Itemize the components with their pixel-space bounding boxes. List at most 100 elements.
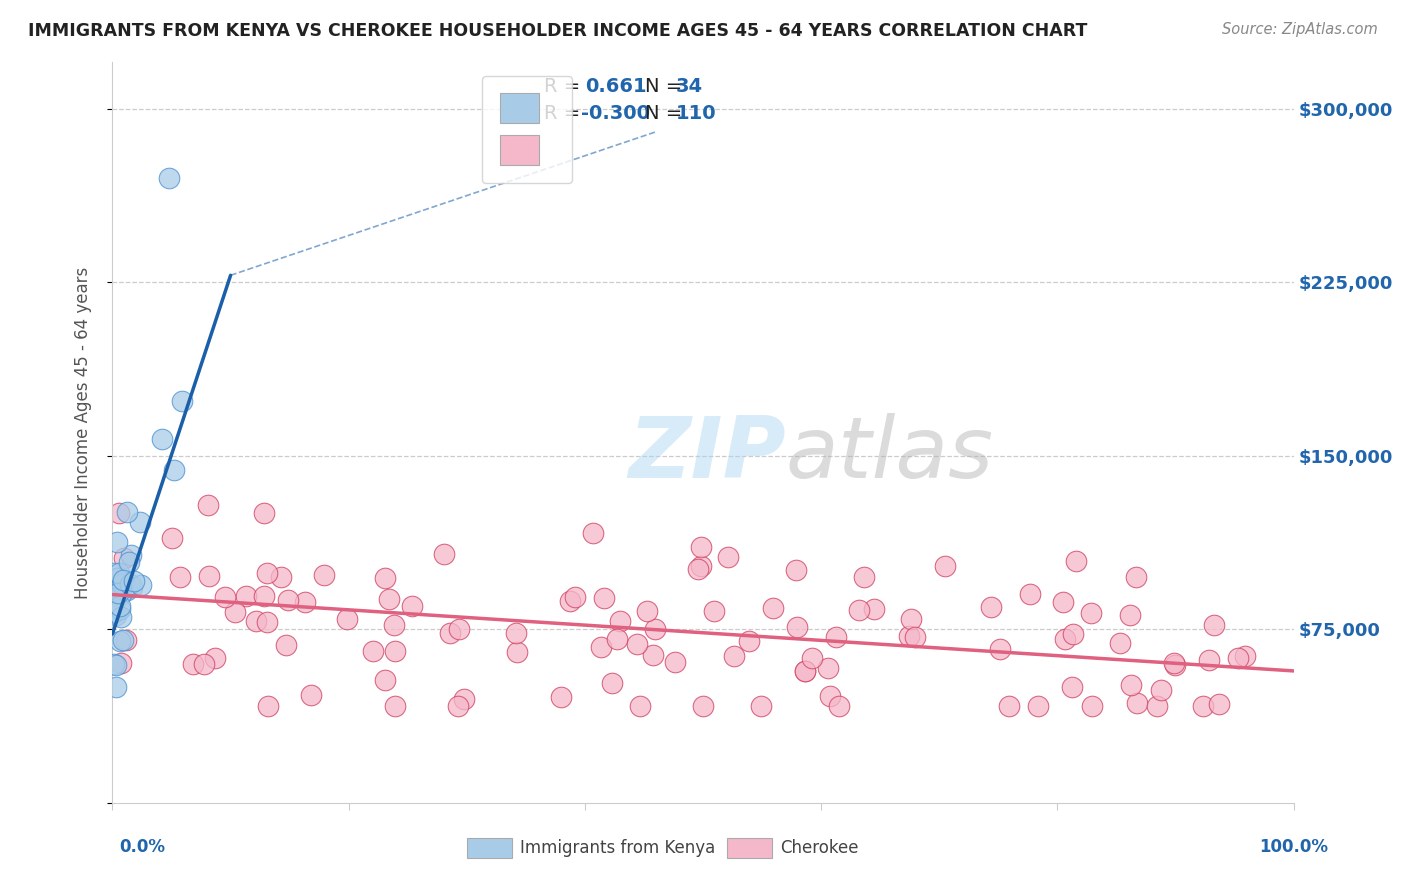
- Point: [817, 661, 839, 675]
- Point: [1109, 636, 1132, 650]
- Point: [108, 634, 131, 648]
- Point: [690, 559, 713, 574]
- Bar: [727, 838, 772, 858]
- Point: [104, 608, 127, 623]
- Point: [118, 555, 141, 569]
- Point: [980, 600, 1002, 615]
- Point: [1208, 697, 1230, 711]
- Point: [115, 505, 138, 519]
- Point: [110, 587, 132, 601]
- Point: [312, 568, 335, 582]
- Point: [181, 657, 204, 671]
- Point: [112, 550, 135, 565]
- Point: [801, 650, 824, 665]
- Point: [107, 586, 129, 600]
- Text: -0.300: -0.300: [581, 103, 651, 123]
- Point: [157, 171, 180, 186]
- Point: [197, 499, 219, 513]
- Point: [245, 614, 267, 628]
- Point: [1018, 587, 1040, 601]
- Point: [900, 612, 922, 626]
- Point: [299, 688, 322, 702]
- Text: ZIP: ZIP: [628, 413, 786, 496]
- Point: [129, 578, 152, 592]
- Point: [439, 626, 461, 640]
- Point: [644, 622, 666, 636]
- Point: [749, 698, 772, 713]
- Point: [108, 602, 131, 616]
- Point: [609, 614, 631, 628]
- Point: [122, 574, 145, 589]
- Point: [786, 620, 808, 634]
- Point: [785, 562, 807, 576]
- Point: [294, 595, 316, 609]
- Point: [374, 673, 396, 687]
- Point: [1126, 696, 1149, 710]
- Text: 0.661: 0.661: [585, 77, 647, 96]
- Point: [253, 506, 276, 520]
- Point: [104, 657, 127, 672]
- Point: [988, 641, 1011, 656]
- Point: [105, 535, 128, 549]
- Point: [1192, 698, 1215, 713]
- Point: [447, 623, 470, 637]
- Point: [664, 655, 686, 669]
- Point: [1227, 650, 1250, 665]
- Point: [818, 690, 841, 704]
- Text: N =: N =: [645, 103, 682, 123]
- Point: [848, 602, 870, 616]
- Point: [107, 566, 129, 580]
- Point: [103, 606, 125, 620]
- Point: [111, 576, 134, 591]
- Point: [560, 593, 582, 607]
- Point: [111, 584, 134, 599]
- Point: [564, 590, 586, 604]
- Point: [1146, 698, 1168, 713]
- Point: [105, 571, 128, 585]
- Point: [794, 664, 817, 678]
- Point: [505, 625, 527, 640]
- Point: [643, 648, 665, 662]
- Point: [903, 630, 925, 644]
- Point: [110, 610, 132, 624]
- Point: [582, 525, 605, 540]
- Point: [689, 540, 711, 554]
- Point: [108, 507, 131, 521]
- Y-axis label: Householder Income Ages 45 - 64 years: Householder Income Ages 45 - 64 years: [73, 267, 91, 599]
- Point: [1064, 554, 1087, 568]
- Point: [129, 515, 152, 529]
- Point: [198, 568, 221, 582]
- Point: [862, 602, 884, 616]
- Point: [1026, 698, 1049, 713]
- Point: [150, 432, 173, 446]
- Point: [723, 648, 745, 663]
- Point: [628, 698, 651, 713]
- Point: [384, 698, 406, 713]
- Point: [120, 549, 142, 563]
- Point: [626, 637, 648, 651]
- Point: [432, 547, 454, 561]
- Point: [447, 698, 470, 713]
- Point: [162, 463, 184, 477]
- Point: [103, 566, 125, 580]
- Point: [110, 599, 132, 613]
- Text: Immigrants from Kenya: Immigrants from Kenya: [520, 839, 716, 857]
- Point: [103, 605, 125, 619]
- Point: [824, 630, 846, 644]
- Point: [600, 676, 623, 690]
- Text: 0.0%: 0.0%: [120, 838, 166, 855]
- Text: R =: R =: [544, 77, 579, 96]
- Point: [1204, 618, 1226, 632]
- Point: [636, 604, 658, 618]
- Point: [193, 657, 215, 671]
- Point: [382, 617, 405, 632]
- Point: [256, 698, 278, 713]
- Point: [828, 698, 851, 713]
- Point: [384, 644, 406, 658]
- Point: [897, 629, 920, 643]
- Point: [453, 691, 475, 706]
- Point: [1163, 657, 1185, 671]
- Point: [738, 633, 761, 648]
- Point: [256, 615, 278, 629]
- Point: [1150, 682, 1173, 697]
